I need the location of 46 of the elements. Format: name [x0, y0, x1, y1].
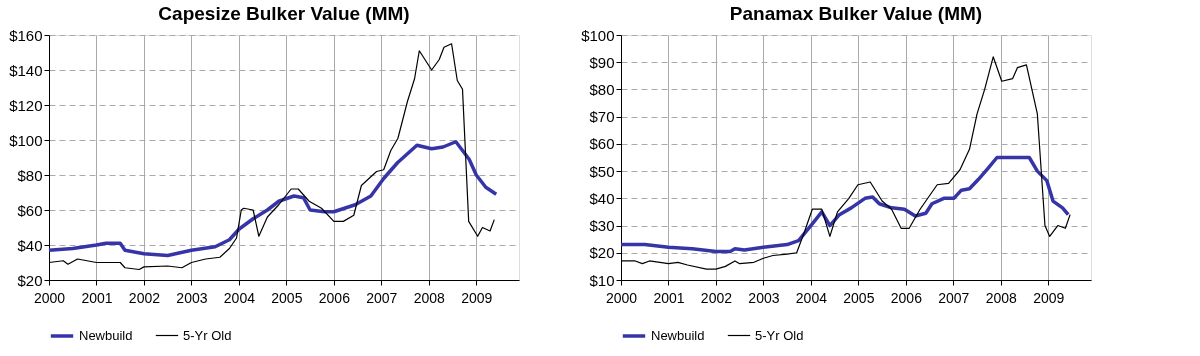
- x-tick-label: 2001: [81, 289, 113, 306]
- x-tick-label: 2005: [843, 289, 875, 306]
- x-tick-label: 2008: [413, 289, 446, 306]
- chart-title: Panamax Bulker Value (MM): [729, 3, 983, 24]
- x-tick-label: 2001: [653, 289, 685, 306]
- x-tick-label: 2006: [890, 289, 923, 306]
- x-tick-label: 2000: [605, 289, 638, 306]
- x-tick-label: 2002: [128, 289, 161, 306]
- y-tick-label: $160: [9, 26, 43, 44]
- y-tick-label: $80: [589, 80, 615, 98]
- x-tick-label: 2008: [985, 289, 1018, 306]
- y-tick-label: $50: [589, 162, 615, 180]
- legend-label: Newbuild: [79, 328, 133, 343]
- x-tick-label: 2007: [366, 289, 398, 306]
- x-tick-label: 2009: [1033, 289, 1065, 306]
- x-tick-label: 2002: [700, 289, 733, 306]
- y-tick-label: $140: [9, 61, 43, 79]
- x-tick-label: 2000: [33, 289, 66, 306]
- chart-title: Capesize Bulker Value (MM): [158, 3, 410, 24]
- y-tick-label: $80: [17, 166, 43, 184]
- legend-label: 5-Yr Old: [183, 327, 232, 343]
- y-tick-label: $30: [589, 217, 615, 235]
- x-tick-label: 2007: [938, 289, 970, 306]
- y-tick-label: $40: [589, 189, 615, 207]
- legend-label: 5-Yr Old: [755, 327, 804, 343]
- x-tick-label: 2003: [748, 289, 780, 306]
- y-tick-label: $60: [589, 135, 615, 153]
- line-series: [619, 155, 1070, 254]
- x-tick-label: 2004: [795, 289, 828, 306]
- y-tick-label: $100: [581, 26, 615, 44]
- x-tick-label: 2009: [461, 289, 493, 306]
- y-tick-label: $100: [9, 131, 43, 149]
- y-tick-label: $90: [589, 53, 615, 71]
- y-tick-label: $70: [589, 108, 615, 126]
- x-tick-label: 2006: [318, 289, 351, 306]
- y-tick-label: $20: [17, 271, 43, 289]
- x-tick-label: 2005: [271, 289, 303, 306]
- legend-label: Newbuild: [651, 328, 705, 343]
- x-tick-label: 2004: [223, 289, 256, 306]
- x-tick-label: 2003: [176, 289, 208, 306]
- y-tick-label: $60: [17, 201, 43, 219]
- y-tick-label: $20: [589, 244, 615, 262]
- line-series: [47, 140, 498, 258]
- y-tick-label: $10: [589, 271, 615, 289]
- y-tick-label: $120: [9, 96, 43, 114]
- y-tick-label: $40: [17, 236, 43, 254]
